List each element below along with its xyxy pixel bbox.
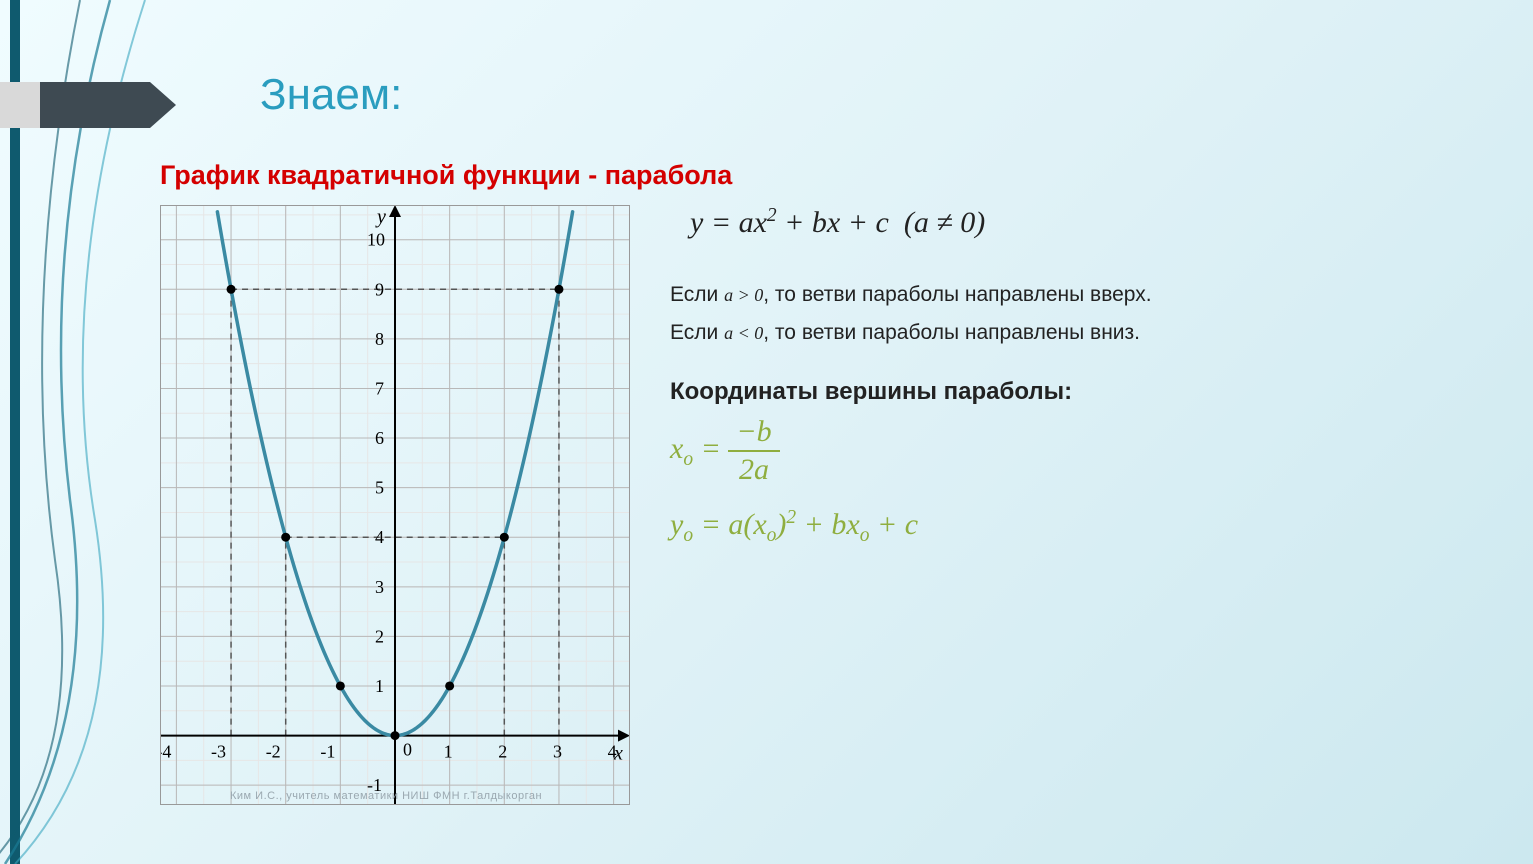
vertex-formulas: xo = −b2a yo = a(xo)2 + bxo + c [670, 414, 1473, 547]
branch-rules: Если a > 0, то ветви параболы направлены… [670, 276, 1473, 352]
vertex-title: Координаты вершины параболы: [670, 378, 1473, 406]
svg-text:3: 3 [375, 577, 384, 597]
slide-subtitle: График квадратичной функции - парабола [160, 160, 1473, 191]
svg-text:3: 3 [553, 742, 562, 762]
footer-attribution: Ким И.С., учитель математики НИШ ФМН г.Т… [230, 790, 542, 802]
svg-text:4: 4 [608, 742, 617, 762]
svg-text:9: 9 [375, 279, 384, 299]
svg-text:-1: -1 [320, 742, 335, 762]
vertex-x-formula: xo = −b2a [670, 414, 1473, 488]
svg-text:1: 1 [375, 676, 384, 696]
svg-text:2: 2 [375, 626, 384, 646]
svg-text:1: 1 [444, 742, 453, 762]
svg-text:-2: -2 [266, 742, 281, 762]
svg-text:2: 2 [498, 742, 507, 762]
rule-negative: Если a < 0, то ветви параболы направлены… [670, 314, 1473, 352]
slide-title: Знаем: [260, 70, 1473, 120]
svg-text:5: 5 [375, 478, 384, 498]
svg-text:0: 0 [403, 740, 412, 760]
svg-text:-3: -3 [211, 742, 226, 762]
slide-content: Знаем: График квадратичной функции - пар… [0, 0, 1533, 864]
svg-text:8: 8 [375, 329, 384, 349]
svg-text:4: 4 [375, 527, 384, 547]
vertex-y-formula: yo = a(xo)2 + bxo + c [670, 506, 1473, 547]
svg-text:-4: -4 [160, 742, 171, 762]
rule-positive: Если a > 0, то ветви параболы направлены… [670, 276, 1473, 314]
svg-text:10: 10 [367, 230, 385, 250]
svg-text:6: 6 [375, 428, 384, 448]
svg-text:7: 7 [375, 378, 384, 398]
parabola-chart: yx0-4-3-2-11234-112345678910 [160, 205, 630, 810]
svg-text:y: y [375, 206, 386, 228]
main-formula: y = ax2 + bx + c (a ≠ 0) [690, 205, 1473, 240]
